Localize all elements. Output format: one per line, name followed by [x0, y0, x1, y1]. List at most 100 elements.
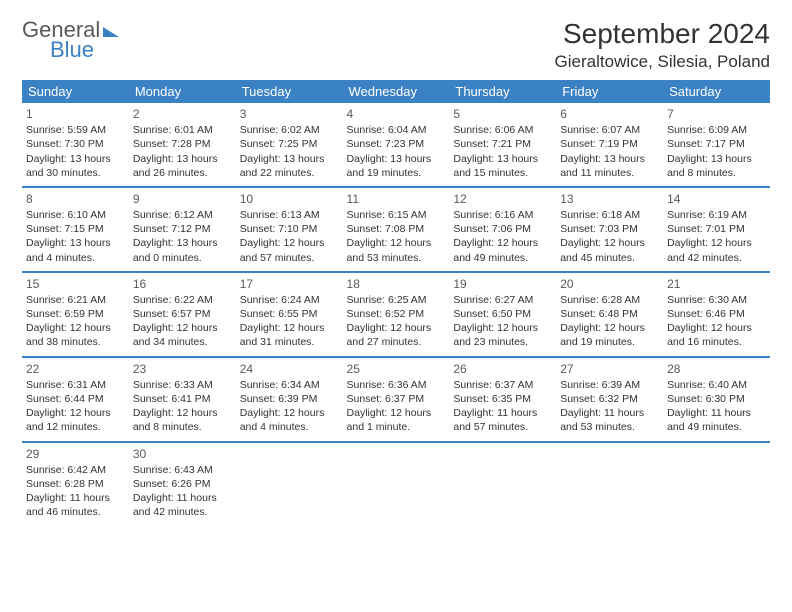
weekday-header-row: Sunday Monday Tuesday Wednesday Thursday… [22, 80, 770, 103]
daylight-text: Daylight: 12 hours [347, 236, 446, 250]
sunrise-text: Sunrise: 6:37 AM [453, 378, 552, 392]
daylight-text: Daylight: 13 hours [560, 152, 659, 166]
calendar-day-cell: 27Sunrise: 6:39 AMSunset: 6:32 PMDayligh… [556, 358, 663, 442]
sunrise-text: Sunrise: 6:43 AM [133, 463, 232, 477]
daylight-text: Daylight: 12 hours [453, 321, 552, 335]
daylight-text: and 4 minutes. [26, 251, 125, 265]
sunset-text: Sunset: 7:28 PM [133, 137, 232, 151]
daylight-text: and 42 minutes. [667, 251, 766, 265]
day-number: 7 [667, 106, 766, 122]
sunrise-text: Sunrise: 6:06 AM [453, 123, 552, 137]
sunset-text: Sunset: 6:59 PM [26, 307, 125, 321]
day-number: 15 [26, 276, 125, 292]
daylight-text: and 27 minutes. [347, 335, 446, 349]
sunrise-text: Sunrise: 6:42 AM [26, 463, 125, 477]
daylight-text: and 45 minutes. [560, 251, 659, 265]
day-number: 21 [667, 276, 766, 292]
calendar-day-cell: 20Sunrise: 6:28 AMSunset: 6:48 PMDayligh… [556, 273, 663, 357]
calendar-day-cell: 13Sunrise: 6:18 AMSunset: 7:03 PMDayligh… [556, 188, 663, 272]
sunrise-text: Sunrise: 6:10 AM [26, 208, 125, 222]
sunset-text: Sunset: 6:26 PM [133, 477, 232, 491]
day-number: 12 [453, 191, 552, 207]
calendar-day-cell: 11Sunrise: 6:15 AMSunset: 7:08 PMDayligh… [343, 188, 450, 272]
day-number: 23 [133, 361, 232, 377]
daylight-text: and 26 minutes. [133, 166, 232, 180]
daylight-text: and 4 minutes. [240, 420, 339, 434]
calendar-page: General Blue September 2024 Gieraltowice… [0, 0, 792, 535]
sunrise-text: Sunrise: 6:27 AM [453, 293, 552, 307]
sunrise-text: Sunrise: 6:28 AM [560, 293, 659, 307]
day-number: 27 [560, 361, 659, 377]
sunset-text: Sunset: 7:10 PM [240, 222, 339, 236]
sunrise-text: Sunrise: 6:07 AM [560, 123, 659, 137]
day-number: 13 [560, 191, 659, 207]
sunset-text: Sunset: 7:08 PM [347, 222, 446, 236]
weekday-header: Friday [556, 80, 663, 103]
calendar-day-cell: 4Sunrise: 6:04 AMSunset: 7:23 PMDaylight… [343, 103, 450, 187]
daylight-text: Daylight: 12 hours [133, 321, 232, 335]
calendar-day-cell: 23Sunrise: 6:33 AMSunset: 6:41 PMDayligh… [129, 358, 236, 442]
calendar-day-cell: 14Sunrise: 6:19 AMSunset: 7:01 PMDayligh… [663, 188, 770, 272]
calendar-day-cell [449, 443, 556, 526]
sunrise-text: Sunrise: 6:04 AM [347, 123, 446, 137]
calendar-day-cell: 12Sunrise: 6:16 AMSunset: 7:06 PMDayligh… [449, 188, 556, 272]
daylight-text: Daylight: 11 hours [26, 491, 125, 505]
day-number: 24 [240, 361, 339, 377]
daylight-text: and 31 minutes. [240, 335, 339, 349]
sunrise-text: Sunrise: 6:34 AM [240, 378, 339, 392]
daylight-text: Daylight: 12 hours [347, 406, 446, 420]
sunset-text: Sunset: 6:39 PM [240, 392, 339, 406]
calendar-day-cell: 5Sunrise: 6:06 AMSunset: 7:21 PMDaylight… [449, 103, 556, 187]
day-number: 9 [133, 191, 232, 207]
calendar-day-cell: 29Sunrise: 6:42 AMSunset: 6:28 PMDayligh… [22, 443, 129, 526]
daylight-text: Daylight: 13 hours [347, 152, 446, 166]
daylight-text: Daylight: 12 hours [560, 321, 659, 335]
daylight-text: and 23 minutes. [453, 335, 552, 349]
sunset-text: Sunset: 7:03 PM [560, 222, 659, 236]
calendar-day-cell: 3Sunrise: 6:02 AMSunset: 7:25 PMDaylight… [236, 103, 343, 187]
logo-triangle-icon [103, 27, 119, 37]
day-number: 26 [453, 361, 552, 377]
title-month: September 2024 [555, 18, 770, 50]
daylight-text: and 34 minutes. [133, 335, 232, 349]
daylight-text: and 53 minutes. [347, 251, 446, 265]
sunrise-text: Sunrise: 6:13 AM [240, 208, 339, 222]
daylight-text: and 38 minutes. [26, 335, 125, 349]
daylight-text: Daylight: 12 hours [347, 321, 446, 335]
daylight-text: and 22 minutes. [240, 166, 339, 180]
sunrise-text: Sunrise: 6:01 AM [133, 123, 232, 137]
daylight-text: and 57 minutes. [453, 420, 552, 434]
daylight-text: Daylight: 11 hours [667, 406, 766, 420]
calendar-day-cell: 6Sunrise: 6:07 AMSunset: 7:19 PMDaylight… [556, 103, 663, 187]
calendar-day-cell: 7Sunrise: 6:09 AMSunset: 7:17 PMDaylight… [663, 103, 770, 187]
calendar-day-cell [663, 443, 770, 526]
daylight-text: Daylight: 12 hours [240, 406, 339, 420]
sunset-text: Sunset: 6:35 PM [453, 392, 552, 406]
day-number: 20 [560, 276, 659, 292]
sunrise-text: Sunrise: 6:12 AM [133, 208, 232, 222]
sunrise-text: Sunrise: 6:22 AM [133, 293, 232, 307]
daylight-text: Daylight: 11 hours [560, 406, 659, 420]
calendar-day-cell: 17Sunrise: 6:24 AMSunset: 6:55 PMDayligh… [236, 273, 343, 357]
calendar-day-cell: 19Sunrise: 6:27 AMSunset: 6:50 PMDayligh… [449, 273, 556, 357]
sunrise-text: Sunrise: 6:24 AM [240, 293, 339, 307]
daylight-text: and 53 minutes. [560, 420, 659, 434]
day-number: 3 [240, 106, 339, 122]
calendar-day-cell: 15Sunrise: 6:21 AMSunset: 6:59 PMDayligh… [22, 273, 129, 357]
sunset-text: Sunset: 6:37 PM [347, 392, 446, 406]
sunset-text: Sunset: 7:12 PM [133, 222, 232, 236]
title-location: Gieraltowice, Silesia, Poland [555, 52, 770, 72]
daylight-text: Daylight: 13 hours [240, 152, 339, 166]
calendar-day-cell: 25Sunrise: 6:36 AMSunset: 6:37 PMDayligh… [343, 358, 450, 442]
daylight-text: Daylight: 12 hours [26, 406, 125, 420]
calendar-week-row: 8Sunrise: 6:10 AMSunset: 7:15 PMDaylight… [22, 188, 770, 272]
sunrise-text: Sunrise: 6:25 AM [347, 293, 446, 307]
calendar-day-cell: 21Sunrise: 6:30 AMSunset: 6:46 PMDayligh… [663, 273, 770, 357]
weekday-header: Sunday [22, 80, 129, 103]
daylight-text: Daylight: 12 hours [133, 406, 232, 420]
calendar-day-cell: 16Sunrise: 6:22 AMSunset: 6:57 PMDayligh… [129, 273, 236, 357]
sunrise-text: Sunrise: 6:31 AM [26, 378, 125, 392]
calendar-day-cell: 8Sunrise: 6:10 AMSunset: 7:15 PMDaylight… [22, 188, 129, 272]
calendar-day-cell: 28Sunrise: 6:40 AMSunset: 6:30 PMDayligh… [663, 358, 770, 442]
day-number: 5 [453, 106, 552, 122]
